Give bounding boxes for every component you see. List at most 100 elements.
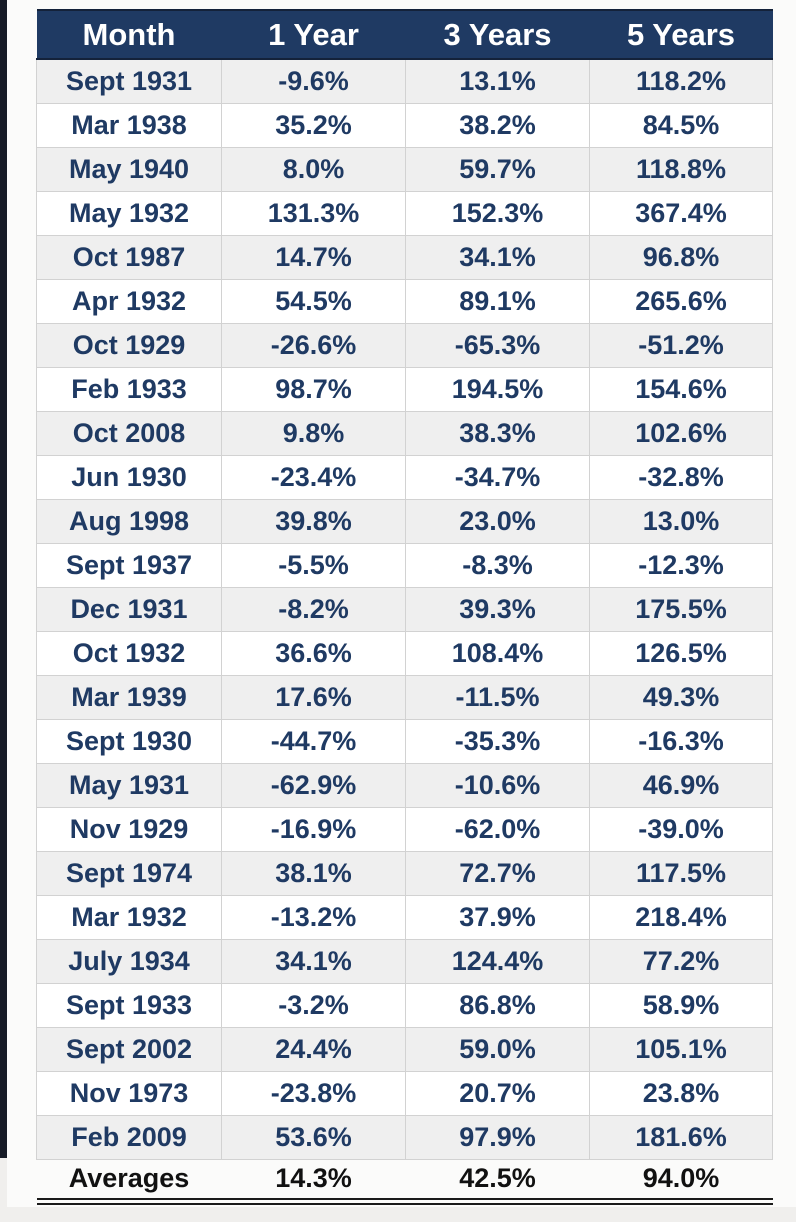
cell-1-year: -16.9%: [221, 806, 406, 852]
cell-month: Sept 2002: [36, 1026, 222, 1072]
cell-1-year: 53.6%: [221, 1114, 406, 1160]
column-header-month: Month: [36, 9, 222, 60]
cell-month: Dec 1931: [36, 586, 222, 632]
cell-month: Feb 1933: [36, 366, 222, 412]
cell-3-years: 108.4%: [405, 630, 590, 676]
cell-1-year: 38.1%: [221, 850, 406, 896]
table-row: Sept 1937 -5.5% -8.3% -12.3%: [36, 542, 773, 588]
table-row: Oct 1932 36.6% 108.4% 126.5%: [36, 630, 773, 676]
cell-3-years: 37.9%: [405, 894, 590, 940]
cell-month: Mar 1938: [36, 102, 222, 148]
cell-5-years: 96.8%: [589, 234, 773, 280]
cell-month: Sept 1974: [36, 850, 222, 896]
cell-1-year: -5.5%: [221, 542, 406, 588]
table-row: Aug 1998 39.8% 23.0% 13.0%: [36, 498, 773, 544]
table-row: Feb 1933 98.7% 194.5% 154.6%: [36, 366, 773, 412]
table-row: Sept 1930 -44.7% -35.3% -16.3%: [36, 718, 773, 764]
cell-1-year: -13.2%: [221, 894, 406, 940]
cell-month: May 1931: [36, 762, 222, 808]
cell-1-year: -8.2%: [221, 586, 406, 632]
cell-month: Mar 1932: [36, 894, 222, 940]
cell-3-years: -11.5%: [405, 674, 590, 720]
table-row: Oct 2008 9.8% 38.3% 102.6%: [36, 410, 773, 456]
cell-5-years: 181.6%: [589, 1114, 773, 1160]
cell-5-years: -32.8%: [589, 454, 773, 500]
cell-month: Sept 1930: [36, 718, 222, 764]
cell-5-years: -16.3%: [589, 718, 773, 764]
returns-table-container: Month 1 Year 3 Years 5 Years Sept 1931 -9.6%…: [36, 9, 773, 1205]
cell-3-years: 20.7%: [405, 1070, 590, 1116]
cell-1-year: 98.7%: [221, 366, 406, 412]
cell-3-years: -62.0%: [405, 806, 590, 852]
cell-month: Sept 1933: [36, 982, 222, 1028]
cell-5-years: 154.6%: [589, 366, 773, 412]
cell-1-year: 9.8%: [221, 410, 406, 456]
cell-5-years: 118.8%: [589, 146, 773, 192]
cell-3-years: 38.2%: [405, 102, 590, 148]
cell-1-year: 131.3%: [221, 190, 406, 236]
cell-3-years: 59.7%: [405, 146, 590, 192]
cell-3-years: 13.1%: [405, 58, 590, 104]
cell-3-years: 34.1%: [405, 234, 590, 280]
cell-1-year: -23.8%: [221, 1070, 406, 1116]
table-row: July 1934 34.1% 124.4% 77.2%: [36, 938, 773, 984]
cell-1-year: 39.8%: [221, 498, 406, 544]
cell-month: Aug 1998: [36, 498, 222, 544]
table-row: Sept 1933 -3.2% 86.8% 58.9%: [36, 982, 773, 1028]
cell-3-years: -35.3%: [405, 718, 590, 764]
cell-3-years: -34.7%: [405, 454, 590, 500]
cell-1-year: 17.6%: [221, 674, 406, 720]
cell-5-years: 58.9%: [589, 982, 773, 1028]
cell-5-years: -12.3%: [589, 542, 773, 588]
cell-3-years: 72.7%: [405, 850, 590, 896]
cell-month: Oct 1932: [36, 630, 222, 676]
averages-5-years: 94.0%: [589, 1159, 773, 1205]
table-row: Sept 1974 38.1% 72.7% 117.5%: [36, 850, 773, 896]
cell-5-years: 367.4%: [589, 190, 773, 236]
table-row: May 1940 8.0% 59.7% 118.8%: [36, 146, 773, 192]
table-body: Sept 1931 -9.6% 13.1% 118.2% Mar 1938 35.2% 38…: [36, 58, 773, 1160]
cell-3-years: 124.4%: [405, 938, 590, 984]
table-header: Month 1 Year 3 Years 5 Years: [36, 9, 773, 60]
cell-1-year: 34.1%: [221, 938, 406, 984]
cell-month: Nov 1973: [36, 1070, 222, 1116]
cell-month: Sept 1931: [36, 58, 222, 104]
averages-1-year: 14.3%: [221, 1159, 406, 1205]
cell-3-years: 89.1%: [405, 278, 590, 324]
cell-5-years: 126.5%: [589, 630, 773, 676]
table-row: Nov 1973 -23.8% 20.7% 23.8%: [36, 1070, 773, 1116]
cell-1-year: -62.9%: [221, 762, 406, 808]
table-row: Feb 2009 53.6% 97.9% 181.6%: [36, 1114, 773, 1160]
cell-5-years: 175.5%: [589, 586, 773, 632]
cell-1-year: -23.4%: [221, 454, 406, 500]
table-row: Apr 1932 54.5% 89.1% 265.6%: [36, 278, 773, 324]
cell-3-years: 97.9%: [405, 1114, 590, 1160]
table-row: Oct 1987 14.7% 34.1% 96.8%: [36, 234, 773, 280]
cell-5-years: 265.6%: [589, 278, 773, 324]
table-row: Dec 1931 -8.2% 39.3% 175.5%: [36, 586, 773, 632]
left-edge-bar: [0, 0, 7, 1158]
cell-3-years: 23.0%: [405, 498, 590, 544]
table-row: May 1932 131.3% 152.3% 367.4%: [36, 190, 773, 236]
cell-1-year: 54.5%: [221, 278, 406, 324]
table-row: Mar 1939 17.6% -11.5% 49.3%: [36, 674, 773, 720]
table-footer: Averages 14.3% 42.5% 94.0%: [36, 1159, 773, 1205]
cell-month: Apr 1932: [36, 278, 222, 324]
column-header-5-years: 5 Years: [589, 9, 773, 60]
table-row: Nov 1929 -16.9% -62.0% -39.0%: [36, 806, 773, 852]
cell-month: Jun 1930: [36, 454, 222, 500]
cell-1-year: 24.4%: [221, 1026, 406, 1072]
cell-3-years: -65.3%: [405, 322, 590, 368]
cell-3-years: -8.3%: [405, 542, 590, 588]
cell-1-year: -9.6%: [221, 58, 406, 104]
table-row: Oct 1929 -26.6% -65.3% -51.2%: [36, 322, 773, 368]
cell-month: Sept 1937: [36, 542, 222, 588]
cell-month: Nov 1929: [36, 806, 222, 852]
cell-5-years: 105.1%: [589, 1026, 773, 1072]
table-row: Sept 1931 -9.6% 13.1% 118.2%: [36, 58, 773, 104]
cell-1-year: -44.7%: [221, 718, 406, 764]
cell-5-years: -51.2%: [589, 322, 773, 368]
table-row: Jun 1930 -23.4% -34.7% -32.8%: [36, 454, 773, 500]
table-row: Mar 1938 35.2% 38.2% 84.5%: [36, 102, 773, 148]
cell-month: Oct 2008: [36, 410, 222, 456]
